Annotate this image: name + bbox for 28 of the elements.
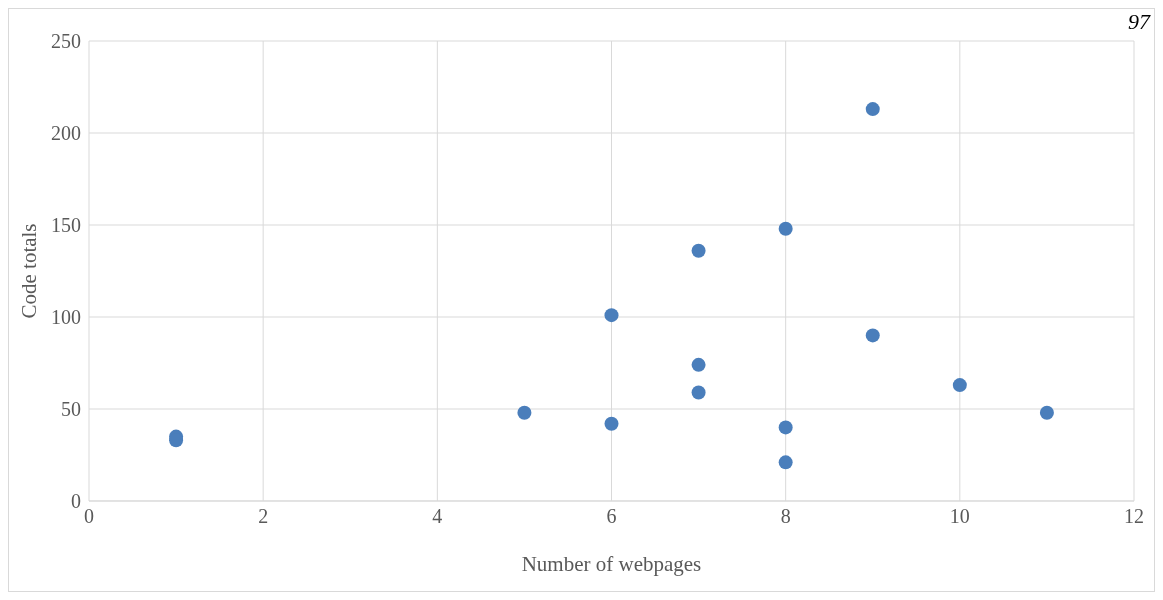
y-tick-label: 50 <box>61 398 81 421</box>
y-tick-label: 100 <box>51 306 81 329</box>
point <box>952 378 967 393</box>
text: 97 <box>1128 9 1150 35</box>
y-axis-title: Code totals <box>17 223 42 319</box>
x-tick-label: 2 <box>258 505 269 528</box>
x-tick-label: 4 <box>432 505 443 528</box>
point <box>691 385 706 400</box>
y-tick-label: 200 <box>51 122 81 145</box>
point <box>778 221 793 236</box>
x-tick-label: 8 <box>780 505 791 528</box>
y-tick-label: 0 <box>71 490 81 513</box>
point <box>517 405 532 420</box>
x-tick-label: 6 <box>606 505 617 528</box>
point <box>691 357 706 372</box>
point <box>865 102 880 117</box>
y-tick-label: 250 <box>51 30 81 53</box>
point <box>1039 405 1054 420</box>
point <box>604 308 619 323</box>
x-axis-title: Number of webpages <box>521 552 702 576</box>
point <box>778 420 793 435</box>
point <box>778 455 793 470</box>
x-tick-label: 12 <box>1124 505 1144 528</box>
point <box>604 416 619 431</box>
point <box>691 243 706 258</box>
y-tick-label: 150 <box>51 214 81 237</box>
x-tick-label: 10 <box>949 505 970 528</box>
point <box>865 328 880 343</box>
